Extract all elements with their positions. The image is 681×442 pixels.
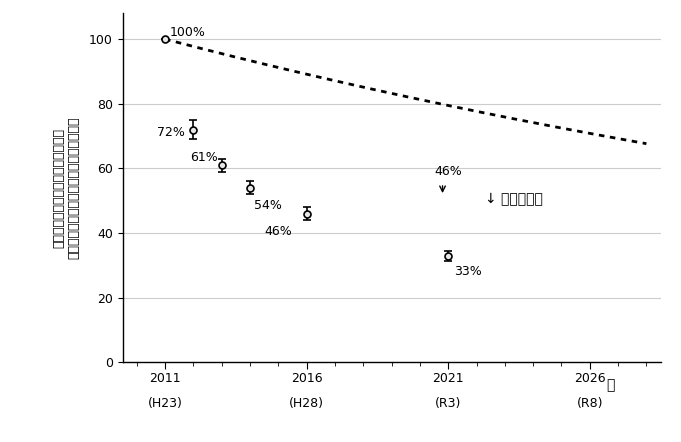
Text: (H28): (H28) (289, 397, 324, 410)
Text: (R3): (R3) (435, 397, 462, 410)
Text: 46%: 46% (434, 165, 462, 178)
Text: (H23): (H23) (148, 397, 183, 410)
Text: 100%: 100% (170, 26, 205, 39)
Text: 46%: 46% (264, 225, 292, 238)
Text: 72%: 72% (157, 126, 185, 139)
Text: 61%: 61% (191, 151, 219, 164)
Text: (R8): (R8) (577, 397, 603, 410)
Text: ↓ 物理的減衰: ↓ 物理的減衰 (485, 192, 543, 206)
Text: 54%: 54% (254, 199, 282, 212)
Text: 33%: 33% (454, 265, 481, 278)
Y-axis label: 平成２３年度調査結果を基準とした
土壌中の放射性セシウム濃度変化率（％）: 平成２３年度調査結果を基準とした 土壌中の放射性セシウム濃度変化率（％） (52, 117, 80, 259)
Text: 年: 年 (607, 378, 615, 392)
